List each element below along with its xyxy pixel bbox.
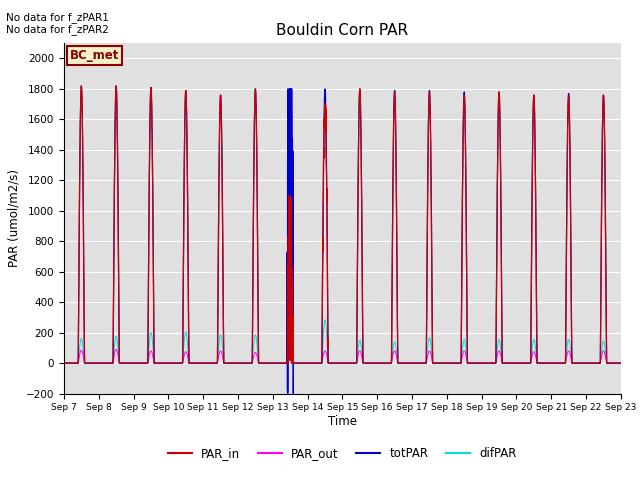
Text: BC_met: BC_met (70, 49, 119, 62)
X-axis label: Time: Time (328, 415, 357, 428)
Y-axis label: PAR (umol/m2/s): PAR (umol/m2/s) (7, 169, 20, 267)
Text: No data for f_zPAR1: No data for f_zPAR1 (6, 12, 109, 23)
Text: No data for f_zPAR2: No data for f_zPAR2 (6, 24, 109, 35)
Legend: PAR_in, PAR_out, totPAR, difPAR: PAR_in, PAR_out, totPAR, difPAR (163, 443, 522, 465)
Title: Bouldin Corn PAR: Bouldin Corn PAR (276, 23, 408, 38)
